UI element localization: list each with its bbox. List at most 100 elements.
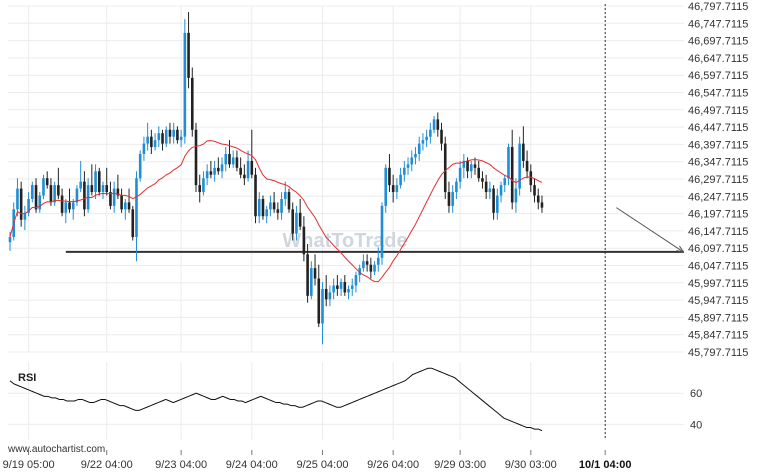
price-tick-label: 46,247.7115	[688, 191, 748, 203]
candle-body	[332, 285, 335, 293]
candle-body	[336, 285, 339, 289]
candle-body	[31, 185, 34, 199]
candle-body	[142, 143, 146, 154]
candle-body	[484, 181, 488, 193]
candle-body	[172, 129, 175, 137]
price-tick-label: 45,947.7115	[688, 295, 748, 307]
candle-body	[94, 171, 97, 193]
candle-body	[53, 185, 56, 203]
candle-body	[79, 181, 82, 189]
site-url: www.autochartist.com	[7, 444, 105, 455]
candle-body	[60, 195, 64, 213]
price-axis: 46,797.7115 46,747.7115 46,697.7115 46,647.…	[688, 1, 748, 359]
candle-body	[220, 164, 224, 172]
candle-body	[209, 171, 213, 175]
candle-body	[365, 261, 369, 265]
candle-body	[45, 178, 49, 186]
candle-body	[257, 198, 261, 217]
price-tick-label: 45,997.7115	[688, 278, 748, 290]
candle-body	[75, 188, 79, 203]
moving-average-series	[9, 140, 543, 283]
candle-body	[269, 202, 272, 210]
candle-body	[291, 209, 295, 234]
candle-body	[503, 178, 507, 186]
candle-body	[362, 261, 365, 269]
candle-body	[462, 160, 466, 168]
candle-body	[254, 174, 257, 217]
candle-body	[265, 209, 268, 217]
candle-body	[354, 275, 358, 286]
price-tick-label: 46,747.7115	[688, 18, 748, 30]
candle-body	[183, 32, 187, 137]
candle-body	[179, 136, 183, 141]
candle-body	[224, 153, 228, 165]
projection-line	[616, 207, 684, 253]
candle-body	[350, 285, 354, 289]
candle-body	[522, 143, 525, 161]
price-tick-label: 46,547.7115	[688, 88, 748, 100]
price-tick-label: 46,097.7115	[688, 243, 748, 255]
candle-body	[388, 167, 391, 186]
candle-body	[443, 143, 447, 193]
watermark-text: WhatToTrade	[282, 230, 407, 252]
candle-body	[243, 174, 246, 179]
candle-body	[481, 178, 484, 182]
candle-body	[105, 185, 109, 193]
price-tick-label: 46,447.7115	[688, 122, 748, 134]
candle-body	[135, 178, 138, 238]
candle-body	[295, 212, 298, 234]
candle-body	[321, 288, 324, 324]
candle-body	[451, 192, 454, 206]
candle-body	[239, 167, 242, 175]
candle-body	[205, 171, 209, 179]
candle-body	[250, 160, 254, 175]
candle-body	[194, 129, 198, 186]
candle-body	[131, 209, 135, 238]
candle-body	[101, 185, 105, 193]
candle-body	[492, 188, 495, 213]
candle-body	[317, 278, 321, 324]
candle-body	[124, 202, 127, 210]
candle-body	[429, 129, 432, 137]
candle-body	[109, 192, 112, 206]
candle-body	[157, 133, 161, 141]
time-tick-label: 9/23 04:00	[155, 459, 207, 471]
rsi-axis: 60 40	[690, 388, 702, 431]
candlestick-series	[8, 12, 544, 345]
candle-body	[298, 212, 302, 227]
candle-body	[417, 143, 421, 154]
time-tick-label: 9/29 03:00	[434, 459, 486, 471]
time-tick-label: 9/25 04:00	[296, 459, 348, 471]
price-tick-label: 46,347.7115	[688, 157, 748, 169]
price-tick-label: 46,147.7115	[688, 226, 748, 238]
price-tick-label: 46,397.7115	[688, 139, 748, 151]
candle-body	[235, 157, 239, 168]
moving-average-line	[9, 140, 543, 283]
candle-body	[469, 164, 473, 172]
price-tick-label: 46,297.7115	[688, 174, 748, 186]
candle-body	[410, 157, 414, 165]
rsi-panel: RSI	[9, 367, 543, 432]
time-tick-label: 9/19 05:00	[3, 459, 55, 471]
grid	[8, 5, 684, 440]
candle-body	[280, 198, 283, 213]
time-axis: 9/19 05:00 9/22 04:00 9/23 04:00 9/24 04:00…	[3, 450, 632, 471]
candle-body	[90, 185, 94, 193]
candle-body	[8, 237, 12, 243]
candle-body	[510, 147, 514, 203]
candle-body	[153, 140, 157, 148]
candle-body	[529, 171, 533, 186]
candle-body	[376, 257, 380, 265]
price-tick-label: 46,647.7115	[688, 53, 748, 65]
candle-body	[187, 32, 190, 78]
price-tick-label: 46,797.7115	[688, 1, 748, 13]
candle-body	[83, 181, 86, 210]
time-tick-label: 9/24 04:00	[226, 459, 278, 471]
rsi-tick-label: 60	[690, 388, 702, 400]
candle-body	[276, 209, 280, 213]
candle-body	[310, 268, 313, 296]
candle-body	[369, 264, 373, 272]
candle-body	[246, 160, 250, 179]
candle-body	[231, 157, 235, 165]
candle-body	[540, 202, 544, 208]
